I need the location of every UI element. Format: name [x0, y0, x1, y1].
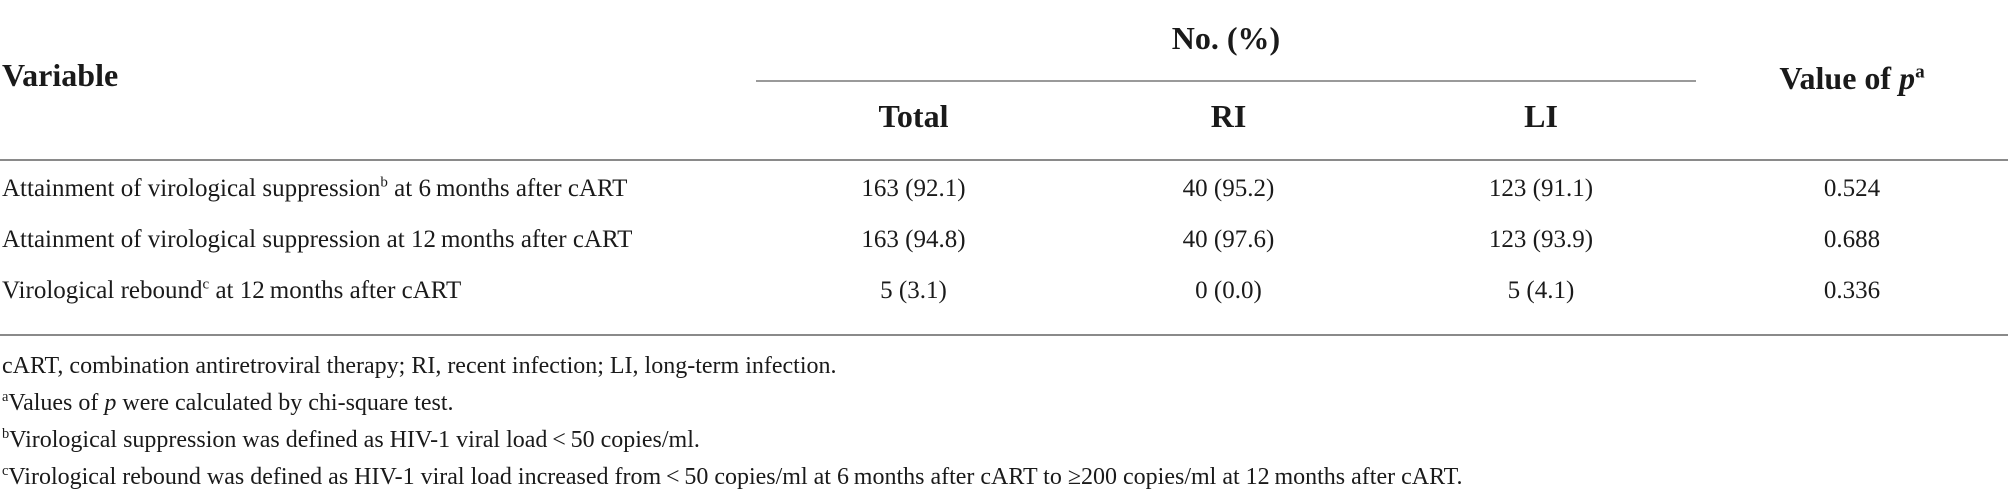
footnote-b: bVirological suppression was defined as …: [2, 422, 2002, 459]
footnote-c-text: Virological rebound was defined as HIV-1…: [8, 464, 1463, 490]
row-ri: 40 (95.2): [1182, 175, 1275, 202]
row-variable: Attainment of virological suppression at…: [2, 214, 632, 266]
table-footnotes: cART, combination antiretroviral therapy…: [2, 348, 2002, 496]
row-variable: Virological reboundc at 12 months after …: [2, 265, 461, 317]
column-header-ri: RI: [1210, 98, 1247, 134]
group-header-rule: [756, 80, 1696, 82]
row-variable-text: Attainment of virological suppression: [2, 175, 381, 202]
table-row: Attainment of virological suppression at…: [0, 214, 2008, 266]
footnote-b-text: Virological suppression was defined as H…: [9, 427, 700, 453]
header-bottom-rule: [0, 159, 2008, 161]
footnote-abbreviations: cART, combination antiretroviral therapy…: [2, 353, 837, 379]
row-total: 163 (92.1): [861, 175, 966, 202]
row-p-value: 0.524: [1823, 175, 1881, 202]
p-header-prefix: Value of: [1779, 60, 1900, 96]
column-group-header: No. (%): [1171, 20, 1281, 56]
table-row: Virological reboundc at 12 months after …: [0, 265, 2008, 317]
row-variable-text: Virological rebound: [2, 277, 203, 304]
row-li: 123 (93.9): [1488, 226, 1594, 253]
row-li: 5 (4.1): [1507, 277, 1575, 304]
row-footnote-mark: b: [380, 174, 388, 191]
table-bottom-rule: [0, 334, 2008, 336]
row-p-value: 0.336: [1823, 277, 1881, 304]
column-header-variable: Variable: [2, 57, 119, 93]
p-header-footnote-mark: a: [1915, 61, 1925, 83]
row-variable: Attainment of virological suppressionb a…: [2, 163, 627, 215]
footnote-b-mark: b: [2, 426, 10, 442]
row-variable-text: Attainment of virological suppression at…: [2, 226, 633, 253]
row-variable-text-suffix: at 12 months after cART: [209, 277, 462, 304]
footnote-a-mark: a: [2, 389, 9, 405]
row-ri: 0 (0.0): [1195, 277, 1262, 304]
row-variable-text-suffix: at 6 months after cART: [387, 175, 628, 202]
row-total: 163 (94.8): [861, 226, 966, 253]
footnote-a: aValues of p were calculated by chi-squa…: [2, 385, 2002, 422]
column-header-p-value: Value of pa: [1696, 58, 2008, 98]
row-footnote-mark: c: [202, 276, 210, 293]
p-header-variable: p: [1899, 60, 1916, 96]
table-row: Attainment of virological suppressionb a…: [0, 163, 2008, 215]
footnote-a-variable: p: [104, 390, 117, 416]
row-li: 123 (91.1): [1488, 175, 1594, 202]
footnote-a-text: Values of: [8, 390, 105, 416]
column-header-total: Total: [878, 98, 949, 134]
footnote-c: cVirological rebound was defined as HIV-…: [2, 459, 2002, 496]
row-p-value: 0.688: [1823, 226, 1881, 253]
row-total: 5 (3.1): [880, 277, 947, 304]
row-ri: 40 (97.6): [1182, 226, 1275, 253]
footnote-a-text-suffix: were calculated by chi-square test.: [116, 390, 454, 416]
footnote-c-mark: c: [2, 463, 9, 479]
column-header-li: LI: [1524, 98, 1558, 134]
